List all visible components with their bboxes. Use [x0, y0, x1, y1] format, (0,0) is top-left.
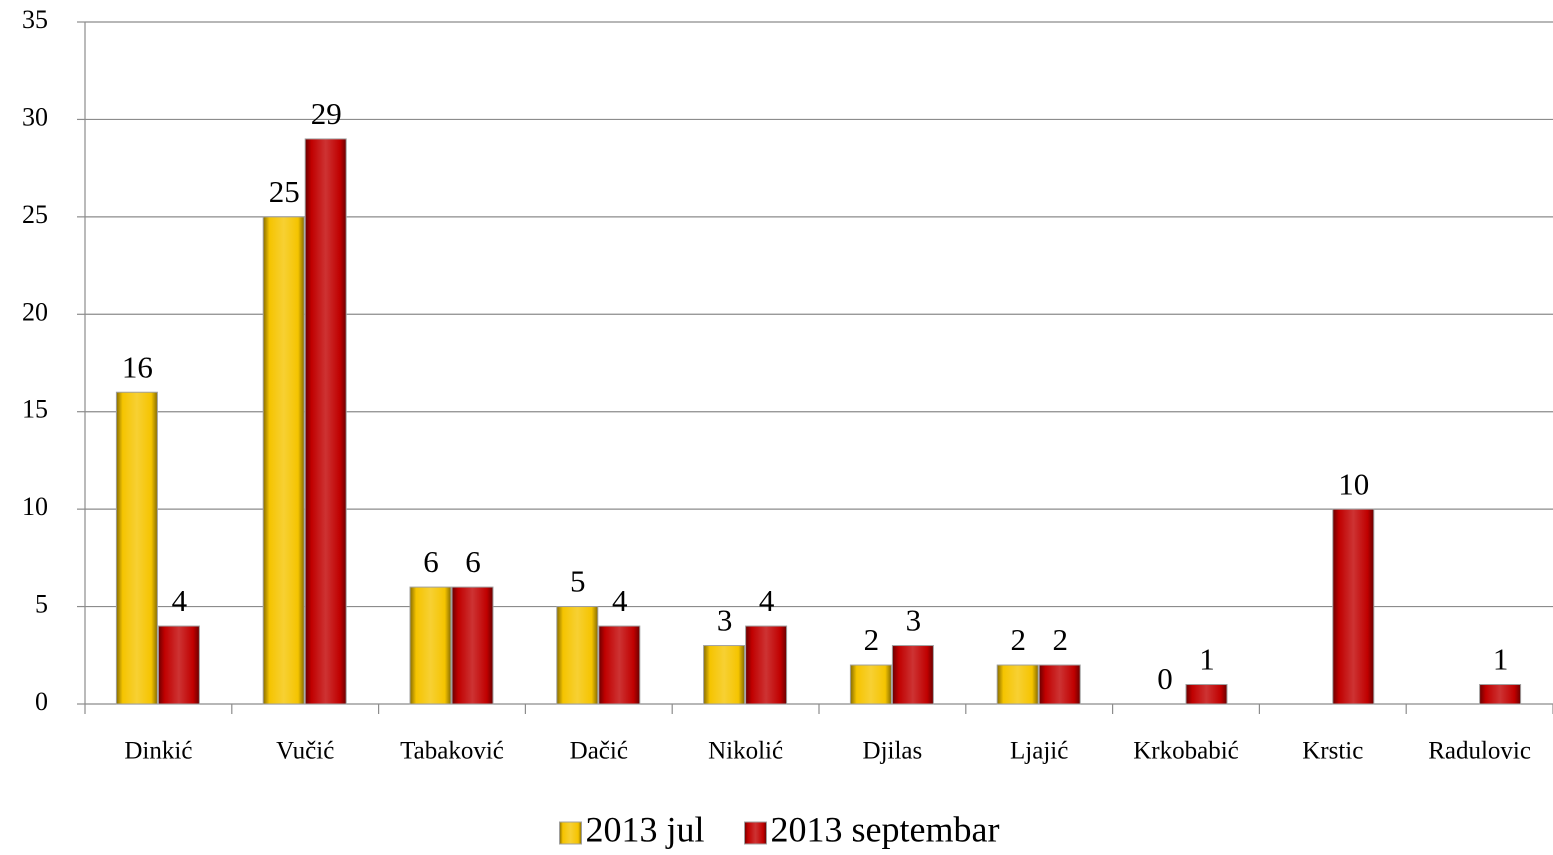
y-tick-label: 0 [35, 687, 48, 716]
legend-swatch [744, 821, 768, 845]
value-label: 6 [465, 544, 481, 579]
value-label: 2 [864, 622, 880, 657]
y-tick-label: 10 [22, 492, 48, 521]
value-label: 1 [1493, 642, 1509, 677]
y-tick-label: 35 [22, 5, 48, 34]
value-label: 4 [759, 583, 775, 618]
x-tick-label: Dinkić [124, 738, 192, 765]
bar [849, 664, 892, 705]
bar [1185, 684, 1228, 705]
value-label: 3 [906, 603, 922, 638]
bar [556, 606, 599, 705]
x-tick-label: Ljajić [1010, 738, 1068, 765]
value-label: 5 [570, 564, 586, 599]
x-tick-label: Radulovic [1428, 738, 1531, 765]
value-label: 16 [122, 349, 153, 384]
y-tick-label: 25 [22, 200, 48, 229]
legend-swatch [559, 821, 582, 845]
y-tick-label: 15 [22, 395, 48, 424]
x-tick-label: Nikolić [708, 738, 783, 765]
x-tick-label: Tabaković [400, 738, 504, 765]
value-label: 0 [1157, 661, 1173, 696]
value-label: 2 [1052, 622, 1068, 657]
y-tick-label: 5 [35, 590, 48, 619]
value-label: 4 [172, 583, 188, 618]
bar [598, 625, 641, 705]
bar [996, 664, 1039, 705]
bar [1332, 508, 1375, 705]
bar [745, 625, 788, 705]
bar [703, 645, 746, 705]
y-tick-label: 20 [22, 297, 48, 326]
value-label: 2 [1010, 622, 1026, 657]
value-label: 10 [1338, 466, 1369, 501]
x-tick-label: Krstic [1302, 738, 1363, 765]
value-label: 3 [717, 603, 733, 638]
x-tick-label: Krkobabić [1133, 738, 1239, 765]
value-label: 6 [423, 544, 439, 579]
legend-label: 2013 jul [586, 809, 705, 849]
value-label: 4 [612, 583, 628, 618]
x-tick-label: Dačić [570, 738, 628, 765]
bar [1038, 664, 1081, 705]
bar [262, 216, 305, 705]
bar [451, 586, 494, 705]
bar [115, 391, 158, 705]
value-label: 25 [269, 174, 300, 209]
y-tick-label: 30 [22, 102, 48, 131]
x-tick-label: Djilas [863, 738, 923, 765]
x-tick-label: Vučić [276, 738, 334, 765]
bar [157, 625, 200, 705]
value-label: 29 [311, 96, 342, 131]
bar [1479, 684, 1522, 705]
bar [304, 138, 347, 705]
value-label: 1 [1199, 642, 1215, 677]
bar [409, 586, 452, 705]
bar [891, 645, 934, 705]
legend-label: 2013 septembar [771, 809, 1000, 849]
